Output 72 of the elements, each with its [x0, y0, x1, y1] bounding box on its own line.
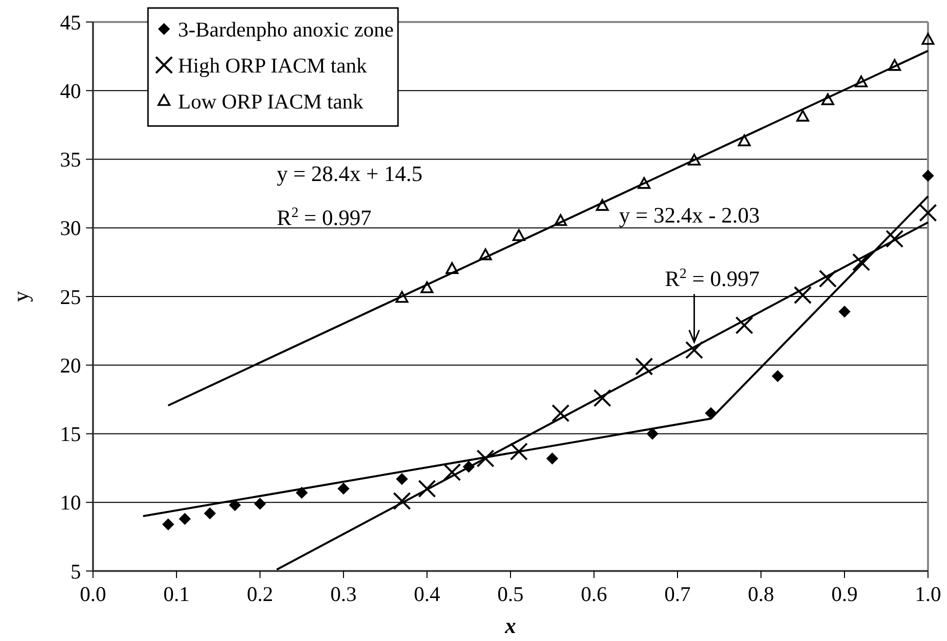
point	[635, 358, 654, 376]
point	[396, 290, 408, 303]
point	[638, 177, 650, 189]
point	[392, 492, 411, 510]
annotation: R$^{2}$ = 0.997	[276, 205, 372, 230]
point	[646, 428, 658, 440]
point	[922, 170, 934, 182]
point	[593, 389, 612, 408]
y-tick-label: 5	[70, 559, 81, 584]
point	[886, 230, 904, 248]
y-tick-label: 25	[60, 284, 81, 309]
x-tick-label: 0.3	[330, 582, 357, 606]
point	[446, 262, 458, 274]
x-tick-label: 0.0	[80, 582, 106, 606]
point	[854, 75, 868, 88]
x-tick-label: 0.7	[664, 582, 691, 606]
point	[512, 229, 526, 242]
annotation: y = 32.4x - 2.03	[619, 202, 760, 228]
point	[852, 253, 870, 272]
point	[772, 370, 784, 382]
point	[479, 248, 492, 260]
point	[735, 316, 754, 334]
y-tick-label: 40	[60, 78, 81, 103]
legend-label: High ORP IACM tank	[178, 53, 368, 78]
y-tick-label: 20	[60, 353, 81, 378]
y-tick-label: 45	[60, 10, 81, 34]
point	[443, 463, 462, 482]
point	[204, 507, 216, 520]
annotation: R$^{2}$ = 0.997	[664, 266, 760, 292]
point	[821, 93, 834, 106]
point	[338, 482, 350, 495]
x-tick-label: 1.0	[914, 582, 942, 606]
y-axis-title: y	[8, 291, 33, 302]
point	[554, 214, 567, 226]
y-tick-label: 30	[60, 216, 81, 240]
point	[818, 270, 837, 288]
y-tick-label: 15	[60, 422, 81, 446]
point	[919, 204, 937, 222]
x-tick-label: 0.2	[246, 582, 274, 606]
point	[685, 341, 704, 360]
point	[552, 404, 570, 422]
x-tick-label: 0.9	[831, 582, 858, 606]
point	[162, 518, 174, 530]
point	[688, 154, 701, 166]
point	[922, 32, 934, 45]
x-tick-label: 0.6	[580, 582, 608, 606]
y-tick-label: 35	[60, 148, 81, 172]
point	[596, 199, 609, 211]
point	[296, 486, 308, 499]
point	[228, 499, 241, 512]
point	[418, 480, 436, 498]
x-axis-title: x	[504, 613, 516, 638]
point	[796, 110, 810, 122]
point	[546, 452, 558, 464]
y-tick-label: 10	[60, 490, 81, 515]
point	[838, 306, 850, 318]
x-tick-label: 0.8	[748, 582, 774, 606]
point	[794, 286, 812, 304]
x-tick-label: 0.4	[414, 582, 441, 606]
point	[476, 449, 494, 468]
point	[738, 134, 751, 146]
point	[420, 281, 434, 294]
point	[510, 442, 528, 461]
legend-label: 3-Bardenpho anoxic zone	[178, 17, 394, 42]
x-tick-label: 0.1	[163, 582, 190, 606]
legend-label: Low ORP IACM tank	[178, 89, 364, 114]
annotation: y = 28.4x + 14.5	[276, 161, 423, 186]
point	[254, 498, 266, 510]
point	[888, 59, 901, 71]
point	[396, 473, 408, 486]
point	[178, 512, 191, 525]
x-tick-label: 0.5	[497, 582, 524, 606]
